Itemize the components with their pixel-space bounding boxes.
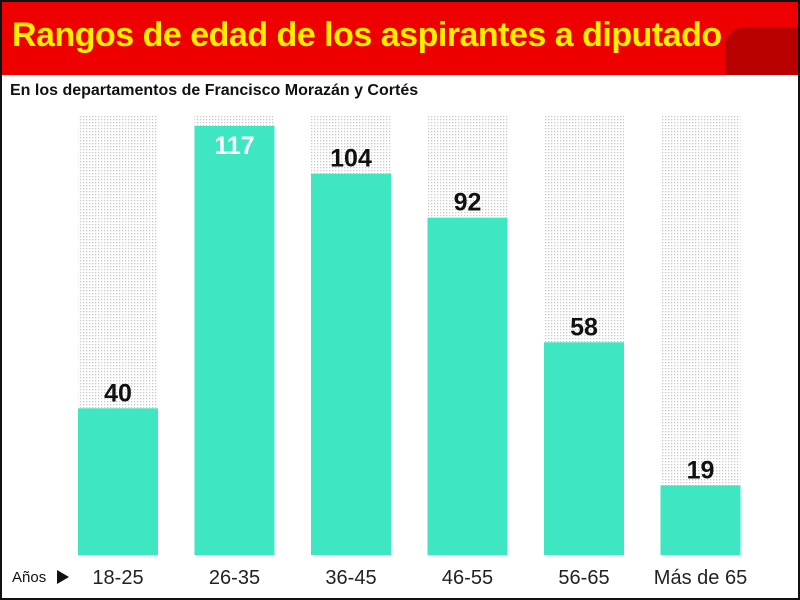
bar (194, 126, 275, 555)
x-tick-label: 26-35 (209, 567, 260, 589)
x-tick-label: 46-55 (442, 567, 493, 589)
x-tick-label: 18-25 (92, 567, 143, 589)
x-tick-label: Más de 65 (654, 567, 747, 589)
bar (660, 485, 741, 555)
value-label: 58 (570, 313, 598, 341)
bar (544, 342, 624, 555)
page-title: Rangos de edad de los aspirantes a diput… (12, 16, 722, 54)
value-label: 117 (214, 132, 254, 160)
value-labels: 40 117 104 92 58 19 (104, 132, 714, 484)
x-axis-label-group: Años (12, 569, 69, 586)
bar (427, 217, 508, 555)
play-arrow-icon (57, 570, 69, 584)
chart-subtitle: En los departamentos de Francisco Morazá… (10, 82, 419, 99)
x-tick-label: 56-65 (558, 567, 609, 589)
x-tick-label: 36-45 (325, 567, 376, 589)
value-label: 104 (330, 145, 372, 173)
header-banner: Rangos de edad de los aspirantes a diput… (2, 2, 798, 75)
value-label: 92 (454, 189, 482, 217)
bars (78, 126, 741, 555)
value-label: 40 (104, 379, 132, 407)
value-label: 19 (687, 456, 715, 484)
header-corner-tab (725, 27, 798, 75)
column-background (660, 116, 741, 555)
x-tick-labels: 18-25 26-35 36-45 46-55 56-65 Más de 65 (92, 567, 747, 589)
x-axis-label: Años (12, 569, 46, 586)
column-backgrounds (78, 116, 741, 555)
bar (78, 408, 158, 555)
bar (311, 173, 391, 555)
